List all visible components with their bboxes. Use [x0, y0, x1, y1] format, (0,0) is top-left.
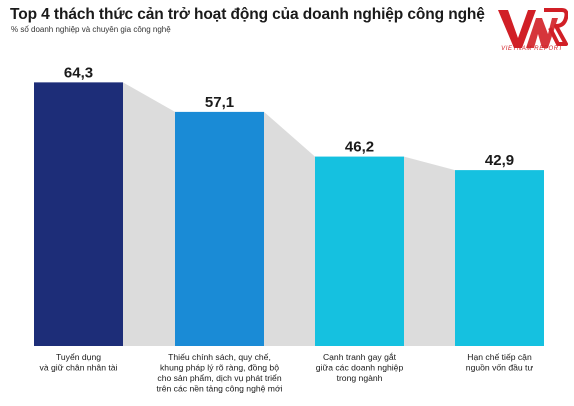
- bar-value-label: 57,1: [205, 94, 234, 111]
- category-label: Thiếu chính sách, quy chế, khung pháp lý …: [156, 352, 282, 394]
- bar-connector: [264, 111, 315, 346]
- bar-connector: [123, 82, 175, 347]
- bar-value-label: 42,9: [485, 152, 514, 169]
- vnr-logo-icon: [498, 8, 568, 48]
- category-label: Cạnh tranh gay gắt giữa các doanh nghiệp t…: [316, 352, 404, 383]
- bar-connector: [404, 156, 455, 346]
- bar-value-label: 46,2: [345, 139, 374, 156]
- category-label: Tuyển dụng và giữ chân nhân tài: [40, 352, 118, 373]
- bar: [34, 82, 123, 347]
- bar: [175, 111, 264, 346]
- bar: [455, 170, 544, 346]
- chart-title: Top 4 thách thức cản trở hoạt động của d…: [10, 6, 485, 23]
- chart-subtitle: % số doanh nghiệp và chuyên gia công ngh…: [11, 25, 171, 34]
- category-label: Hạn chế tiếp cận nguồn vốn đầu tư: [466, 352, 534, 373]
- bar-value-label: 64,3: [64, 64, 93, 81]
- bar: [315, 156, 404, 346]
- logo-wordmark: VIETNAM REPORT: [501, 46, 563, 52]
